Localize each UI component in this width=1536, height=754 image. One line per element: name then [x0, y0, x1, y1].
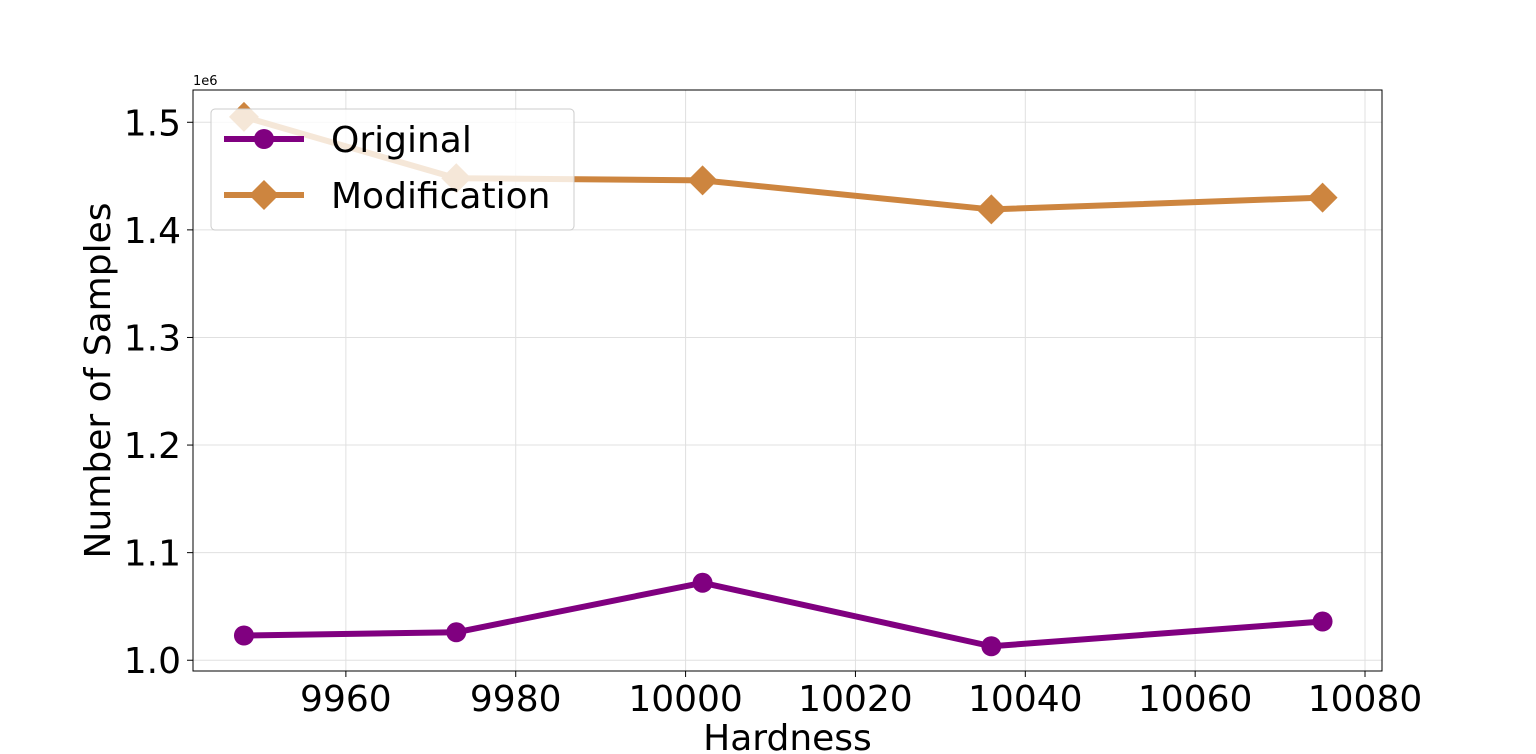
x-tick-label: 10020 [798, 679, 913, 720]
y-tick-label: 1.4 [124, 211, 181, 252]
legend-label: Original [331, 120, 472, 161]
plot-area-frame [192, 89, 1383, 672]
y-axis-ticks: 1.0 1.1 1.2 1.3 1.4 1.5 [124, 103, 193, 682]
y-tick-label: 1.0 [124, 641, 181, 682]
y-tick-label: 1.5 [124, 103, 181, 144]
data-point [1307, 182, 1338, 213]
legend-label: Modification [331, 176, 550, 217]
x-axis-ticks: 9960 9980 10000 10020 10040 10060 10080 [300, 671, 1422, 720]
legend: Original Modification [210, 108, 575, 231]
data-point [981, 636, 1002, 657]
legend-marker [254, 129, 274, 149]
legend-entry-modification: Modification [224, 176, 550, 217]
x-tick-label: 9980 [470, 679, 562, 720]
y-axis-title: Number of Samples [78, 203, 119, 559]
x-axis-title: Hardness [703, 718, 872, 754]
y-axis-offset-label: 1e6 [193, 74, 218, 89]
x-tick-label: 10080 [1308, 679, 1423, 720]
series-original [233, 572, 1333, 657]
data-point [687, 165, 718, 196]
x-tick-label: 10040 [968, 679, 1083, 720]
y-tick-label: 1.2 [124, 426, 181, 467]
data-point [233, 625, 254, 646]
y-tick-label: 1.1 [124, 534, 181, 575]
legend-marker [249, 180, 279, 210]
data-point [976, 194, 1007, 225]
data-point [1312, 611, 1333, 632]
legend-entry-original: Original [224, 120, 472, 161]
data-point [446, 622, 467, 643]
data-point [692, 572, 713, 593]
x-tick-label: 10060 [1138, 679, 1253, 720]
series-line [243, 579, 1323, 650]
y-tick-label: 1.3 [124, 318, 181, 359]
x-tick-label: 9960 [300, 679, 392, 720]
x-tick-label: 10000 [628, 679, 743, 720]
